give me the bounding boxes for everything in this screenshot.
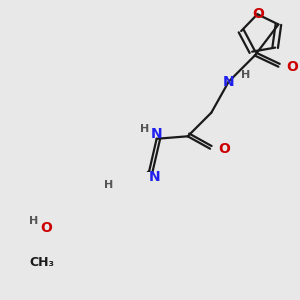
Text: H: H bbox=[242, 70, 251, 80]
Text: H: H bbox=[140, 124, 149, 134]
Text: O: O bbox=[218, 142, 230, 156]
Text: N: N bbox=[151, 127, 163, 141]
Text: N: N bbox=[148, 170, 160, 184]
Text: O: O bbox=[286, 60, 298, 74]
Text: O: O bbox=[40, 220, 52, 235]
Text: N: N bbox=[223, 75, 235, 88]
Text: H: H bbox=[29, 216, 39, 226]
Text: H: H bbox=[103, 180, 113, 190]
Text: CH₃: CH₃ bbox=[30, 256, 55, 269]
Text: O: O bbox=[253, 7, 265, 21]
